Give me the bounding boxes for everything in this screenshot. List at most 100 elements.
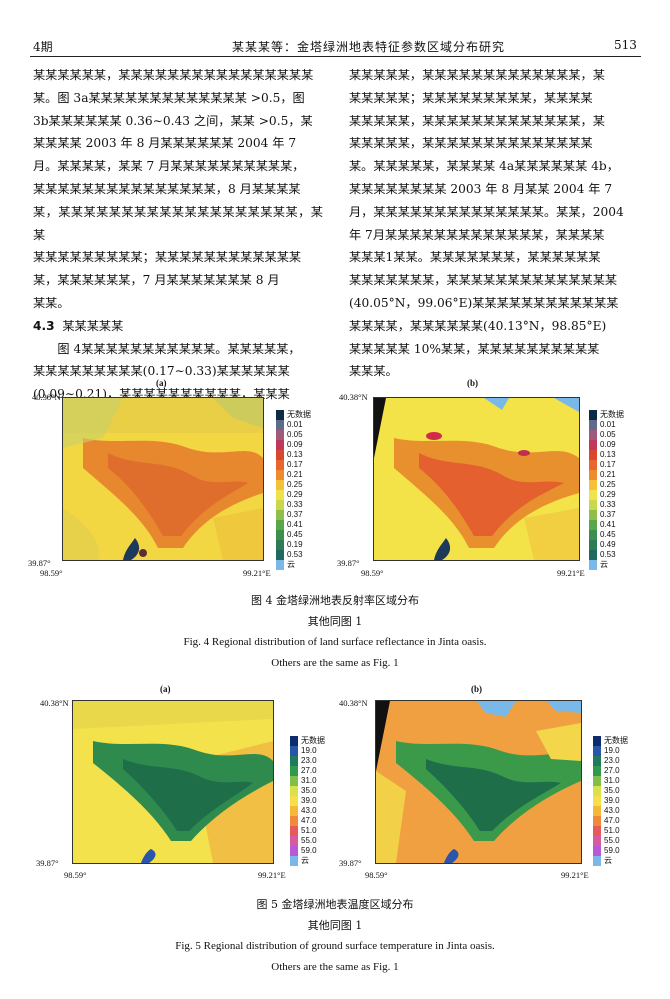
legend-label: 35.0 bbox=[604, 786, 620, 795]
legend-label: 0.19 bbox=[287, 540, 303, 549]
caption-cn: 图 5 金塔绿洲地表温度区域分布 bbox=[256, 898, 414, 911]
legend-swatch bbox=[589, 490, 597, 500]
text-line: 某某某某某，某某某某某某某某某某某某某，某 bbox=[349, 113, 605, 128]
page-number: 513 bbox=[614, 38, 637, 52]
legend-swatch bbox=[589, 440, 597, 450]
lon-left-label: 98.59° bbox=[64, 870, 87, 880]
legend-label: 59.0 bbox=[301, 846, 317, 855]
text-line: 某。图 3a某某某某某某某某某某某某某 >0.5，图 bbox=[33, 90, 305, 105]
legend-swatch bbox=[276, 500, 284, 510]
legend-swatch bbox=[290, 746, 298, 756]
lon-left-label: 98.59° bbox=[361, 568, 384, 578]
legend-swatch bbox=[276, 410, 284, 420]
text-line: 月，某某某某某某某某某某某某某某。某某，2004 bbox=[349, 204, 624, 219]
legend-swatch bbox=[290, 816, 298, 826]
legend-swatch bbox=[589, 470, 597, 480]
legend-label: 无数据 bbox=[604, 736, 628, 745]
header-rule bbox=[30, 56, 641, 57]
legend-label: 0.09 bbox=[600, 440, 616, 449]
text-line: 某某某某某，某某某某某某某某某某某某某某 bbox=[349, 136, 593, 151]
caption-cn: 图 4 金塔绿洲地表反射率区域分布 bbox=[251, 594, 419, 607]
fig5-panel-b: (b) 40.38°N 39.87° 98.59° 99.21°E 无数据 19… bbox=[335, 680, 670, 890]
legend-swatch bbox=[593, 806, 601, 816]
legend-label: 0.13 bbox=[287, 450, 303, 459]
legend-swatch bbox=[593, 746, 601, 756]
fig5-legend-b: 无数据 19.0 23.0 27.0 31.0 35.0 39.0 43.0 4… bbox=[593, 736, 628, 866]
temperature-map-b bbox=[375, 700, 582, 864]
caption-cn-note: 其他同图 1 bbox=[307, 919, 363, 932]
legend-swatch bbox=[589, 550, 597, 560]
legend-swatch bbox=[290, 856, 298, 866]
legend-label: 0.29 bbox=[287, 490, 303, 499]
section-title: 某某某某某 bbox=[62, 318, 124, 333]
legend-swatch bbox=[290, 736, 298, 746]
legend-label: 云 bbox=[604, 856, 612, 865]
reflectance-map-b bbox=[373, 397, 580, 561]
lon-right-label: 99.21°E bbox=[243, 568, 271, 578]
legend-swatch bbox=[593, 796, 601, 806]
section-heading: 4.3 某某某某某 bbox=[33, 315, 323, 338]
legend-swatch bbox=[589, 540, 597, 550]
legend-label: 0.53 bbox=[600, 550, 616, 559]
legend-label: 43.0 bbox=[301, 806, 317, 815]
text-line: 年 7月某某某某某某某某某某某某某，某某某某 bbox=[349, 227, 605, 242]
text-line: 某某某某，某某某某某某(40.13°N，98.85°E) bbox=[349, 318, 607, 333]
legend-label: 0.41 bbox=[600, 520, 616, 529]
legend-swatch bbox=[589, 480, 597, 490]
legend-swatch bbox=[276, 470, 284, 480]
lon-right-label: 99.21°E bbox=[561, 870, 589, 880]
text-line: 某某某。 bbox=[349, 364, 398, 379]
legend-swatch bbox=[589, 450, 597, 460]
legend-label: 云 bbox=[600, 560, 608, 569]
issue-label: 4期 bbox=[33, 40, 53, 54]
panel-title: (a) bbox=[160, 684, 171, 694]
legend-label: 无数据 bbox=[600, 410, 624, 419]
legend-swatch bbox=[276, 510, 284, 520]
text-line: 某某某某某，某某某某某某某某某某某某某，某 bbox=[349, 68, 605, 82]
lat-top-label: 40.38°N bbox=[339, 392, 368, 402]
legend-swatch bbox=[593, 786, 601, 796]
legend-label: 0.33 bbox=[287, 500, 303, 509]
caption-en-note: Others are the same as Fig. 1 bbox=[271, 961, 399, 973]
legend-swatch bbox=[593, 826, 601, 836]
legend-swatch bbox=[589, 560, 597, 570]
legend-label: 51.0 bbox=[604, 826, 620, 835]
legend-swatch bbox=[276, 420, 284, 430]
text-line: 某，某某某某某某，7 月某某某某某某某 8 月 bbox=[33, 273, 280, 288]
legend-swatch bbox=[589, 520, 597, 530]
legend-swatch bbox=[290, 846, 298, 856]
legend-label: 0.05 bbox=[287, 430, 303, 439]
legend-label: 35.0 bbox=[301, 786, 317, 795]
legend-label: 27.0 bbox=[301, 766, 317, 775]
lon-left-label: 98.59° bbox=[40, 568, 63, 578]
legend-label: 19.0 bbox=[604, 746, 620, 755]
legend-swatch bbox=[593, 736, 601, 746]
text-line: (40.05°N，99.06°E)某某某某某某某某某某某某 bbox=[349, 295, 619, 310]
legend-swatch bbox=[276, 540, 284, 550]
legend-label: 0.49 bbox=[600, 540, 616, 549]
legend-label: 0.45 bbox=[287, 530, 303, 539]
legend-label: 0.01 bbox=[600, 420, 616, 429]
legend-swatch bbox=[290, 766, 298, 776]
legend-swatch bbox=[593, 846, 601, 856]
caption-en: Fig. 4 Regional distribution of land sur… bbox=[183, 636, 487, 648]
lat-top-label: 40.38°N bbox=[32, 392, 61, 402]
text-line: 某某某某某某某，某某某某某某某某某某某某某某 bbox=[349, 273, 618, 288]
legend-label: 55.0 bbox=[604, 836, 620, 845]
text-line: 某某某某某某某某某；某某某某某某某某某某某某 bbox=[33, 250, 302, 265]
text-line: 某某。 bbox=[33, 295, 70, 310]
legend-label: 云 bbox=[301, 856, 309, 865]
text-line: 某某某某某某，某某某某某某某某某某某某某某某某 bbox=[33, 68, 314, 82]
legend-swatch bbox=[276, 520, 284, 530]
text-line: 某某某某 2003 年 8 月某某某某某某 2004 年 7 bbox=[33, 136, 297, 151]
text-line: 某某某某某某某某某某某某某某某，8 月某某某某 bbox=[33, 181, 301, 196]
text-line: 某，某某某某某某某某某某某某某某某某某某某，某某 bbox=[33, 204, 323, 242]
legend-swatch bbox=[593, 766, 601, 776]
legend-label: 0.01 bbox=[287, 420, 303, 429]
legend-label: 43.0 bbox=[604, 806, 620, 815]
legend-swatch bbox=[589, 420, 597, 430]
legend-swatch bbox=[276, 430, 284, 440]
legend-label: 无数据 bbox=[301, 736, 325, 745]
legend-swatch bbox=[589, 500, 597, 510]
legend-swatch bbox=[589, 430, 597, 440]
